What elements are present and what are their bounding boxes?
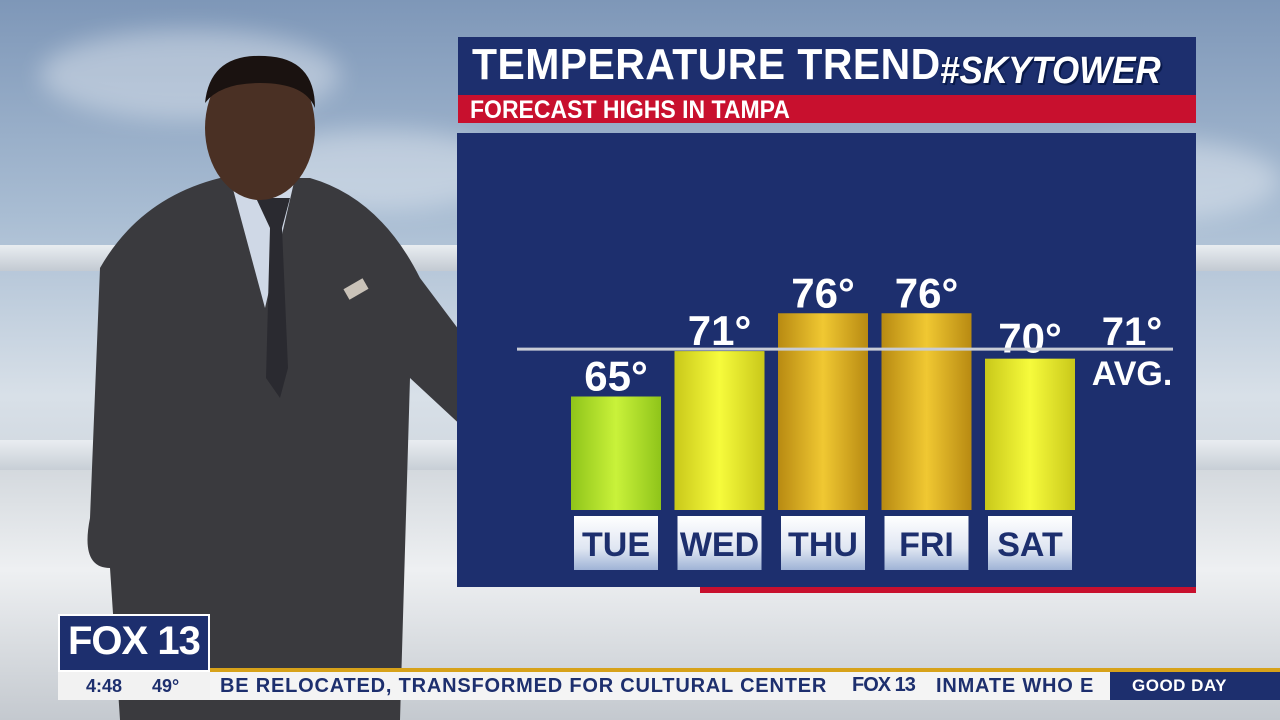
title-bar — [458, 37, 1196, 95]
bar-fri — [881, 313, 972, 510]
current-temperature: 49° — [152, 676, 180, 696]
average-caption: AVG. — [1092, 355, 1173, 393]
presenter — [87, 55, 540, 720]
value-label-tue: 65° — [584, 353, 648, 400]
day-label-box — [781, 516, 865, 570]
bar-thu — [778, 313, 868, 510]
time-temp-box — [58, 672, 210, 700]
show-name-box — [1110, 672, 1280, 700]
station-logo: FOX 13 — [68, 619, 201, 663]
day-label-thu: THU — [788, 526, 858, 564]
day-label-sat: SAT — [997, 526, 1063, 564]
day-label-box — [677, 516, 762, 570]
value-label-wed: 71° — [688, 307, 752, 354]
day-label-tue: TUE — [582, 526, 650, 564]
show-name: GOOD DAY — [1132, 676, 1228, 695]
bar-tue — [571, 396, 661, 510]
skytower-hashtag: #SKYTOWER — [940, 50, 1161, 92]
station-logo-box — [58, 614, 210, 672]
value-label-fri: 76° — [895, 269, 959, 316]
chart-title: TEMPERATURE TREND — [472, 40, 941, 89]
ticker-station-logo: FOX 13 — [848, 674, 919, 697]
day-label-box — [574, 516, 658, 570]
value-label-sat: 70° — [998, 315, 1062, 362]
day-label-wed: WED — [680, 526, 759, 564]
subtitle-bar — [458, 95, 1196, 123]
ticker-headline: BE RELOCATED, TRANSFORMED FOR CULTURAL C… — [220, 675, 828, 697]
day-label-box — [884, 516, 969, 570]
bar-wed — [674, 351, 765, 510]
average-value-label: 71° — [1102, 310, 1163, 354]
value-label-thu: 76° — [791, 269, 855, 316]
temperature-bar-chart: 65° TUE 71° WED 76° THU 76° FRI 70° SAT 71° AVG. — [517, 269, 1173, 570]
ticker-next-headline: INMATE WHO E — [936, 675, 1095, 697]
day-label-box — [988, 516, 1072, 570]
ticker-gold-line — [210, 668, 1280, 672]
bar-sat — [985, 358, 1075, 510]
day-label-fri: FRI — [899, 526, 954, 564]
news-ticker — [210, 672, 1110, 700]
panel-accent-stripe — [700, 587, 1196, 593]
clock-time: 4:48 — [86, 676, 123, 696]
chart-subtitle: FORECAST HIGHS IN TAMPA — [470, 96, 790, 124]
